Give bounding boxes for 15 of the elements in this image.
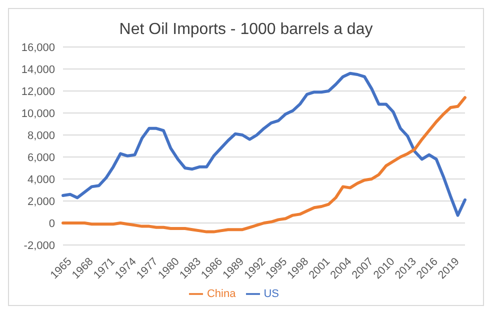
- y-tick-label: 8,000: [27, 130, 55, 142]
- y-tick-label: 14,000: [21, 64, 55, 76]
- y-tick-label: 10,000: [21, 108, 55, 120]
- legend-label: China: [206, 288, 236, 300]
- legend-label: US: [264, 288, 280, 300]
- y-tick-label: 2,000: [27, 196, 55, 208]
- y-tick-label: 16,000: [21, 42, 55, 54]
- y-tick-label: -2,000: [24, 240, 55, 252]
- y-tick-label: 12,000: [21, 86, 55, 98]
- line-series: [62, 72, 466, 217]
- y-tick-label: 4,000: [27, 174, 55, 186]
- chart-title: Net Oil Imports - 1000 barrels a day: [118, 21, 374, 39]
- y-tick-label: 6,000: [27, 152, 55, 164]
- y-tick-label: 0: [48, 218, 55, 230]
- line-series: [62, 96, 466, 234]
